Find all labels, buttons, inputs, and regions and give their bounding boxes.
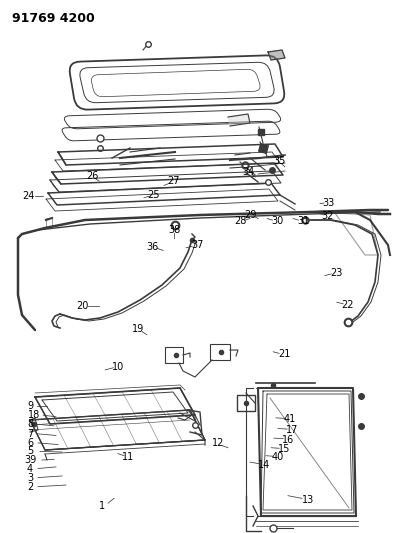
Bar <box>165 347 183 363</box>
Text: 2: 2 <box>27 482 33 491</box>
Text: 20: 20 <box>76 302 88 311</box>
Text: 34: 34 <box>243 167 255 176</box>
Text: 39: 39 <box>24 455 36 465</box>
Text: 24: 24 <box>22 191 34 201</box>
Text: 12: 12 <box>212 439 224 448</box>
Text: 7: 7 <box>27 429 33 439</box>
Text: 4: 4 <box>27 464 33 473</box>
Text: 23: 23 <box>330 268 342 278</box>
Text: 91769 4200: 91769 4200 <box>12 12 95 25</box>
Text: 29: 29 <box>245 210 257 220</box>
Polygon shape <box>268 50 285 60</box>
Text: 16: 16 <box>282 435 294 445</box>
Text: 11: 11 <box>122 453 134 462</box>
Text: 33: 33 <box>322 198 334 207</box>
Text: 41: 41 <box>284 415 296 424</box>
Text: 25: 25 <box>148 190 160 199</box>
Text: 14: 14 <box>258 461 270 470</box>
Text: 18: 18 <box>28 410 40 420</box>
Text: 17: 17 <box>286 425 298 435</box>
Text: 28: 28 <box>234 216 246 226</box>
Text: 15: 15 <box>278 445 290 454</box>
Text: 30: 30 <box>271 216 283 226</box>
Bar <box>237 395 255 411</box>
Bar <box>210 344 230 360</box>
Text: 13: 13 <box>302 495 314 505</box>
Polygon shape <box>228 114 250 126</box>
Text: 35: 35 <box>274 157 286 166</box>
Text: 21: 21 <box>278 350 290 359</box>
Text: 32: 32 <box>322 211 334 221</box>
Text: 19: 19 <box>132 325 144 334</box>
Text: 37: 37 <box>192 240 204 250</box>
Text: 26: 26 <box>86 171 98 181</box>
Text: 9: 9 <box>27 401 33 411</box>
Text: 1: 1 <box>99 502 105 511</box>
Text: 38: 38 <box>168 225 180 235</box>
Text: 27: 27 <box>168 176 180 186</box>
Text: 22: 22 <box>342 300 354 310</box>
Text: 3: 3 <box>27 473 33 482</box>
Text: 31: 31 <box>297 216 309 226</box>
Text: 10: 10 <box>112 362 124 372</box>
Text: 36: 36 <box>147 242 159 252</box>
Text: 5: 5 <box>27 447 33 456</box>
Text: 6: 6 <box>27 438 33 448</box>
Text: 40: 40 <box>272 453 284 462</box>
Text: 8: 8 <box>27 419 33 429</box>
